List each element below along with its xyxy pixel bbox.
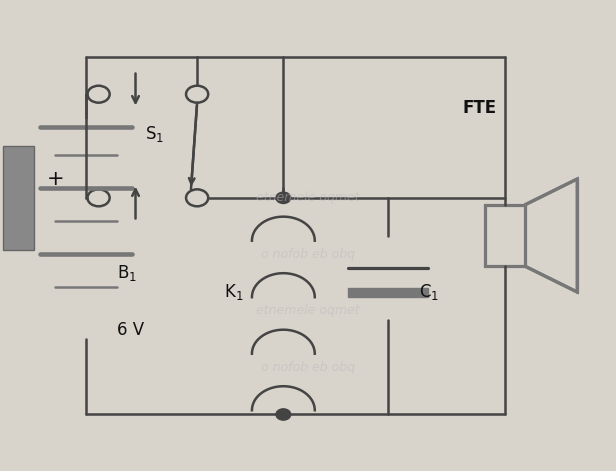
- Circle shape: [276, 192, 291, 203]
- Text: 6 V: 6 V: [117, 321, 144, 339]
- Text: K$_1$: K$_1$: [224, 282, 243, 302]
- Text: etnemele oqmet: etnemele oqmet: [256, 191, 360, 204]
- Text: etnemele oqmet: etnemele oqmet: [256, 304, 360, 317]
- Circle shape: [276, 409, 291, 420]
- Text: o nofob eb obq: o nofob eb obq: [261, 361, 355, 374]
- Bar: [348, 288, 428, 297]
- Bar: [3, 146, 34, 250]
- Text: +: +: [47, 169, 64, 189]
- Text: S$_1$: S$_1$: [145, 124, 164, 144]
- Text: C$_1$: C$_1$: [419, 282, 439, 302]
- Text: FTE: FTE: [462, 99, 496, 117]
- Text: o nofob eb obq: o nofob eb obq: [261, 248, 355, 261]
- Text: B$_1$: B$_1$: [117, 263, 137, 283]
- Bar: [485, 205, 525, 266]
